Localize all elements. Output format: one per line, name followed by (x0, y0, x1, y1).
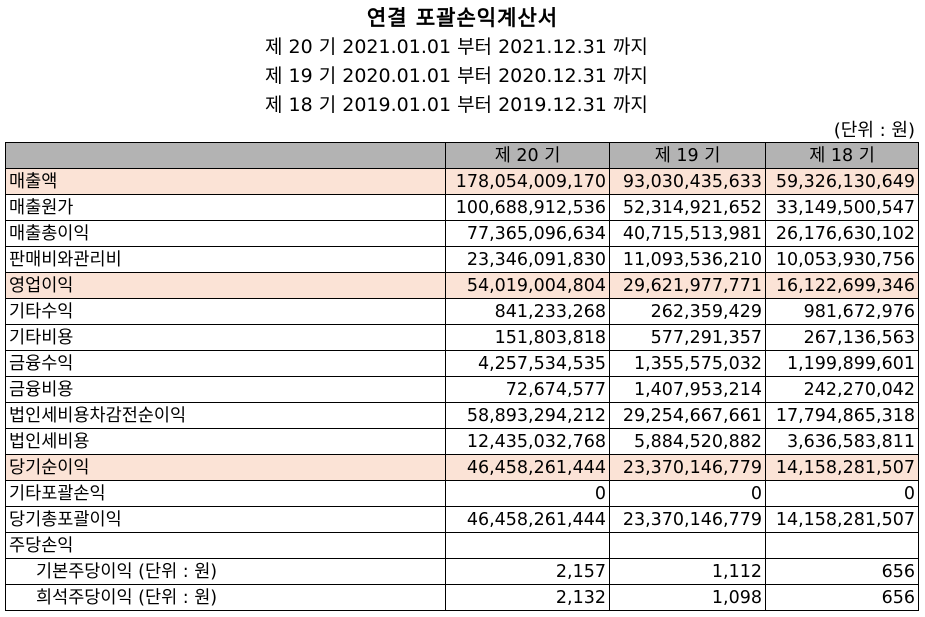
value-period-18: 267,136,563 (765, 324, 919, 351)
table-row: 금융수익 4,257,534,535 1,355,575,032 1,199,899,… (5, 350, 919, 377)
value-period-20: 58,893,294,212 (445, 402, 610, 429)
value-period-18: 656 (765, 584, 919, 611)
row-label: 법인세비용차감전순이익 (5, 402, 446, 429)
value-period-19: 29,621,977,771 (609, 272, 766, 299)
table-row: 기타포괄손익 0 0 0 (5, 480, 919, 507)
value-period-19: 1,355,575,032 (609, 350, 766, 377)
value-period-19: 40,715,513,981 (609, 220, 766, 247)
value-period-19: 52,314,921,652 (609, 194, 766, 221)
value-period-18: 3,636,583,811 (765, 428, 919, 455)
value-period-19: 1,407,953,214 (609, 376, 766, 403)
value-period-20: 100,688,912,536 (445, 194, 610, 221)
value-period-20: 46,458,261,444 (445, 454, 610, 481)
value-period-18: 1,199,899,601 (765, 350, 919, 377)
header-row: 제 20 기 제 19 기 제 18 기 (5, 142, 919, 169)
value-period-18: 16,122,699,346 (765, 272, 919, 299)
value-period-20: 178,054,009,170 (445, 168, 610, 195)
row-label: 매출액 (5, 168, 446, 195)
value-period-19: 29,254,667,661 (609, 402, 766, 429)
unit-note: (단위 : 원) (833, 120, 915, 141)
value-period-19: 11,093,536,210 (609, 246, 766, 273)
row-label: 매출총이익 (5, 220, 446, 247)
statement-title: 연결 포괄손익계산서 (366, 6, 559, 30)
header-label-col (5, 142, 446, 169)
value-period-20: 72,674,577 (445, 376, 610, 403)
row-label: 기타비용 (5, 324, 446, 351)
value-period-20: 54,019,004,804 (445, 272, 610, 299)
row-label: 판매비와관리비 (5, 246, 446, 273)
value-period-20: 151,803,818 (445, 324, 610, 351)
table-row: 기본주당이익 (단위 : 원) 2,157 1,112 656 (5, 558, 919, 585)
table-row: 기타비용 151,803,818 577,291,357 267,136,563 (5, 324, 919, 351)
value-period-20: 77,365,096,634 (445, 220, 610, 247)
value-period-18: 14,158,281,507 (765, 454, 919, 481)
value-period-18: 59,326,130,649 (765, 168, 919, 195)
table-row: 주당손익 (5, 532, 919, 559)
value-period-18: 656 (765, 558, 919, 585)
value-period-19 (609, 532, 766, 559)
value-period-18: 242,270,042 (765, 376, 919, 403)
header-period-19: 제 19 기 (609, 142, 766, 169)
value-period-20: 23,346,091,830 (445, 246, 610, 273)
value-period-18: 10,053,930,756 (765, 246, 919, 273)
period-line-20: 제 20 기 2021.01.01 부터 2021.12.31 까지 (265, 36, 648, 58)
table-row: 기타수익 841,233,268 262,359,429 981,672,976 (5, 298, 919, 325)
value-period-19: 23,370,146,779 (609, 506, 766, 533)
row-label: 주당손익 (5, 532, 446, 559)
table-row: 매출원가 100,688,912,536 52,314,921,652 33,149,… (5, 194, 919, 221)
value-period-20: 2,157 (445, 558, 610, 585)
value-period-20: 12,435,032,768 (445, 428, 610, 455)
value-period-18: 26,176,630,102 (765, 220, 919, 247)
income-statement-table: 제 20 기 제 19 기 제 18 기 매출액 178,054,009,170 9… (5, 142, 919, 611)
value-period-19: 262,359,429 (609, 298, 766, 325)
table-row: 당기순이익 46,458,261,444 23,370,146,779 14,158,… (5, 454, 919, 481)
value-period-18: 33,149,500,547 (765, 194, 919, 221)
row-label: 매출원가 (5, 194, 446, 221)
value-period-19: 577,291,357 (609, 324, 766, 351)
table-row: 금융비용 72,674,577 1,407,953,214 242,270,042 (5, 376, 919, 403)
value-period-20: 841,233,268 (445, 298, 610, 325)
table-row: 희석주당이익 (단위 : 원) 2,132 1,098 656 (5, 584, 919, 611)
value-period-18: 981,672,976 (765, 298, 919, 325)
row-label: 당기총포괄이익 (5, 506, 446, 533)
value-period-18: 17,794,865,318 (765, 402, 919, 429)
row-label: 기타포괄손익 (5, 480, 446, 507)
value-period-20: 46,458,261,444 (445, 506, 610, 533)
value-period-19: 93,030,435,633 (609, 168, 766, 195)
value-period-19: 5,884,520,882 (609, 428, 766, 455)
header-period-20: 제 20 기 (445, 142, 610, 169)
row-label: 영업이익 (5, 272, 446, 299)
value-period-19: 0 (609, 480, 766, 507)
row-label: 당기순이익 (5, 454, 446, 481)
value-period-19: 1,112 (609, 558, 766, 585)
row-label: 법인세비용 (5, 428, 446, 455)
row-label: 금융수익 (5, 350, 446, 377)
header-period-18: 제 18 기 (765, 142, 919, 169)
value-period-18: 14,158,281,507 (765, 506, 919, 533)
period-line-18: 제 18 기 2019.01.01 부터 2019.12.31 까지 (265, 94, 648, 116)
row-label: 희석주당이익 (단위 : 원) (5, 584, 446, 611)
table-row: 판매비와관리비 23,346,091,830 11,093,536,210 10,05… (5, 246, 919, 273)
table-row: 매출총이익 77,365,096,634 40,715,513,981 26,176,… (5, 220, 919, 247)
value-period-20 (445, 532, 610, 559)
row-label: 기타수익 (5, 298, 446, 325)
row-label: 금융비용 (5, 376, 446, 403)
table-row: 당기총포괄이익 46,458,261,444 23,370,146,779 14,15… (5, 506, 919, 533)
value-period-19: 1,098 (609, 584, 766, 611)
table-row: 매출액 178,054,009,170 93,030,435,633 59,326,1… (5, 168, 919, 195)
value-period-20: 0 (445, 480, 610, 507)
value-period-18 (765, 532, 919, 559)
table-row: 영업이익 54,019,004,804 29,621,977,771 16,122,6… (5, 272, 919, 299)
value-period-18: 0 (765, 480, 919, 507)
table-row: 법인세비용 12,435,032,768 5,884,520,882 3,636,58… (5, 428, 919, 455)
value-period-19: 23,370,146,779 (609, 454, 766, 481)
value-period-20: 4,257,534,535 (445, 350, 610, 377)
row-label: 기본주당이익 (단위 : 원) (5, 558, 446, 585)
value-period-20: 2,132 (445, 584, 610, 611)
period-line-19: 제 19 기 2020.01.01 부터 2020.12.31 까지 (265, 65, 648, 87)
table-row: 법인세비용차감전순이익 58,893,294,212 29,254,667,661 1… (5, 402, 919, 429)
